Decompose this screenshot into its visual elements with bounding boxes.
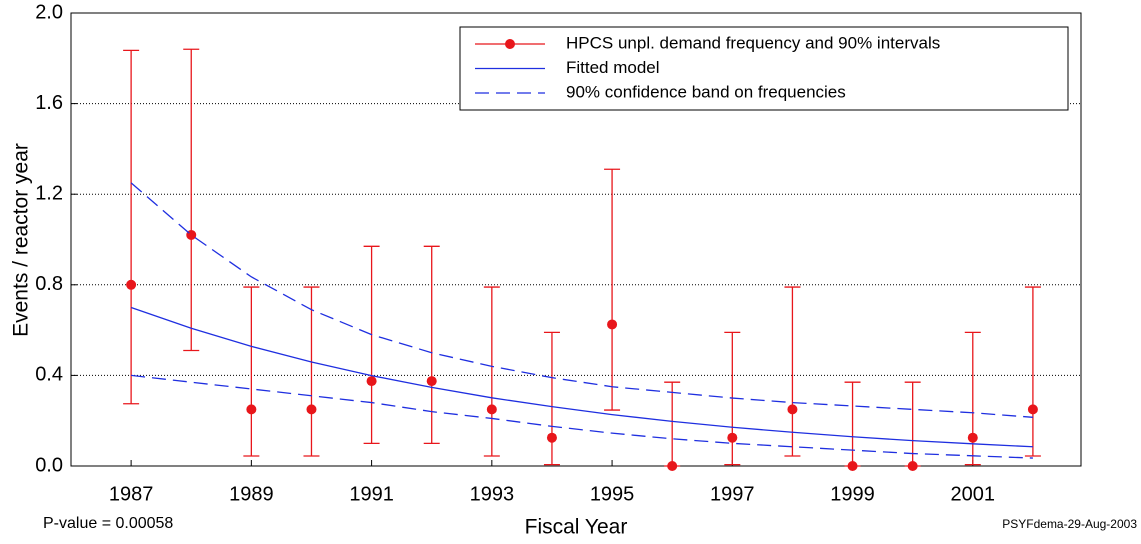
data-point	[667, 461, 678, 471]
y-tick-label: 0.0	[35, 454, 63, 476]
id-note: PSYFdema-29-Aug-2003	[1002, 517, 1137, 531]
legend-box	[459, 26, 1069, 111]
data-point	[426, 376, 437, 387]
y-axis-title: Events / reactor year	[10, 143, 33, 337]
fitted-line	[130, 306, 1033, 448]
data-point	[967, 432, 978, 443]
x-tick-label: 1991	[349, 483, 394, 505]
plot-frame	[70, 12, 1082, 467]
y-tick-label: 0.8	[35, 273, 63, 295]
band-upper	[130, 182, 1033, 418]
data-point	[366, 376, 377, 387]
band-lower	[131, 374, 1033, 459]
x-tick-label: 1989	[229, 483, 274, 505]
data-point	[847, 461, 858, 471]
data-point	[486, 404, 497, 415]
y-tick-label: 1.6	[35, 92, 63, 114]
data-point	[727, 432, 738, 443]
x-tick-label: 2001	[951, 483, 996, 505]
legend-label: 90% confidence band on frequencies	[566, 82, 846, 101]
legend-marker	[505, 39, 515, 49]
legend-label: HPCS unpl. demand frequency and 90% inte…	[566, 33, 940, 52]
data-point	[126, 279, 137, 290]
y-tick-label: 0.4	[35, 364, 63, 386]
x-tick-label: 1997	[710, 483, 755, 505]
y-tick-label: 1.2	[35, 182, 63, 204]
y-tick-label: 2.0	[35, 1, 63, 23]
data-point	[306, 404, 317, 415]
p-value-note: P-value = 0.00058	[43, 515, 173, 532]
data-point	[907, 461, 918, 471]
x-tick-label: 1987	[109, 483, 154, 505]
legend-label: Fitted model	[566, 58, 660, 77]
x-tick-label: 1995	[590, 483, 635, 505]
x-tick-label: 1993	[470, 483, 515, 505]
data-point	[546, 432, 557, 443]
data-point	[607, 319, 618, 330]
data-point	[246, 404, 257, 415]
data-point	[1027, 404, 1038, 415]
x-tick-label: 1999	[830, 483, 875, 505]
data-point	[787, 404, 798, 415]
x-axis-title: Fiscal Year	[525, 516, 628, 539]
